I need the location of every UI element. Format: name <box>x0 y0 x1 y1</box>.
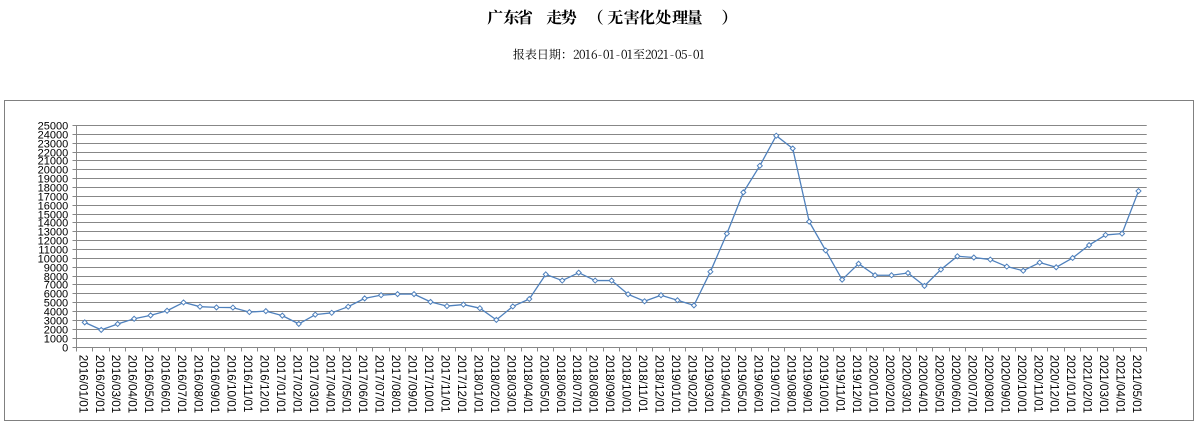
svg-text:13000: 13000 <box>38 227 69 239</box>
svg-text:2018/06/01: 2018/06/01 <box>554 355 567 414</box>
svg-text:2019/01/01: 2019/01/01 <box>669 355 682 414</box>
svg-text:2017/02/01: 2017/02/01 <box>290 355 303 414</box>
svg-text:2017/03/01: 2017/03/01 <box>307 355 320 414</box>
svg-text:2017/06/01: 2017/06/01 <box>356 355 369 414</box>
svg-text:23000: 23000 <box>38 139 69 151</box>
svg-text:25000: 25000 <box>38 121 69 133</box>
svg-text:2019/06/01: 2019/06/01 <box>751 355 764 414</box>
svg-text:2017/11/01: 2017/11/01 <box>439 355 452 413</box>
svg-text:2017/08/01: 2017/08/01 <box>389 355 402 414</box>
svg-text:2018/11/01: 2018/11/01 <box>636 355 649 413</box>
svg-text:2019/08/01: 2019/08/01 <box>784 355 797 414</box>
svg-text:2020/12/01: 2020/12/01 <box>1048 355 1061 414</box>
svg-text:2021/01/01: 2021/01/01 <box>1064 355 1077 414</box>
svg-text:2020/02/01: 2020/02/01 <box>883 355 896 414</box>
svg-text:2016/07/01: 2016/07/01 <box>175 355 188 414</box>
svg-text:8000: 8000 <box>44 272 68 284</box>
svg-text:2016/04/01: 2016/04/01 <box>126 355 139 414</box>
svg-text:2016/05/01: 2016/05/01 <box>142 355 155 414</box>
svg-text:2018/07/01: 2018/07/01 <box>570 355 583 414</box>
svg-text:3000: 3000 <box>44 316 68 328</box>
svg-text:2016/11/01: 2016/11/01 <box>241 355 254 413</box>
svg-text:2020/03/01: 2020/03/01 <box>900 355 913 414</box>
svg-text:2018/03/01: 2018/03/01 <box>504 355 517 414</box>
svg-text:2017/07/01: 2017/07/01 <box>373 355 386 414</box>
svg-text:2018/08/01: 2018/08/01 <box>587 355 600 414</box>
svg-text:2018/09/01: 2018/09/01 <box>603 355 616 414</box>
svg-text:2017/01/01: 2017/01/01 <box>274 355 287 414</box>
svg-text:2019/12/01: 2019/12/01 <box>850 355 863 414</box>
svg-text:5000: 5000 <box>44 298 68 310</box>
svg-text:2017/04/01: 2017/04/01 <box>323 355 336 414</box>
svg-text:2020/08/01: 2020/08/01 <box>982 355 995 414</box>
svg-text:2020/09/01: 2020/09/01 <box>998 355 1011 414</box>
svg-text:6000: 6000 <box>44 289 68 301</box>
svg-text:9000: 9000 <box>44 263 68 275</box>
svg-text:2017/05/01: 2017/05/01 <box>340 355 353 414</box>
svg-text:2020/05/01: 2020/05/01 <box>932 355 945 414</box>
svg-text:2021/02/01: 2021/02/01 <box>1081 355 1094 414</box>
svg-text:2019/05/01: 2019/05/01 <box>735 355 748 414</box>
svg-text:2019/07/01: 2019/07/01 <box>768 355 781 414</box>
svg-text:2020/11/01: 2020/11/01 <box>1031 355 1044 413</box>
svg-text:0: 0 <box>62 343 68 355</box>
svg-text:2018/12/01: 2018/12/01 <box>653 355 666 414</box>
svg-text:2016/08/01: 2016/08/01 <box>192 355 205 414</box>
svg-text:1000: 1000 <box>44 334 68 346</box>
svg-text:20000: 20000 <box>38 165 69 177</box>
svg-text:2019/04/01: 2019/04/01 <box>718 355 731 414</box>
svg-text:24000: 24000 <box>38 130 69 142</box>
svg-text:15000: 15000 <box>38 210 69 222</box>
svg-text:2016/03/01: 2016/03/01 <box>109 355 122 414</box>
svg-text:18000: 18000 <box>38 183 69 195</box>
svg-text:2018/04/01: 2018/04/01 <box>521 355 534 414</box>
svg-text:2019/09/01: 2019/09/01 <box>801 355 814 414</box>
svg-text:2019/11/01: 2019/11/01 <box>834 355 847 413</box>
svg-text:21000: 21000 <box>38 156 69 168</box>
svg-text:4000: 4000 <box>44 307 68 319</box>
svg-text:11000: 11000 <box>38 245 68 257</box>
svg-text:2021/04/01: 2021/04/01 <box>1114 355 1127 414</box>
svg-text:2020/01/01: 2020/01/01 <box>867 355 880 414</box>
svg-text:2020/06/01: 2020/06/01 <box>949 355 962 414</box>
svg-text:2017/12/01: 2017/12/01 <box>455 355 468 414</box>
svg-text:22000: 22000 <box>38 148 69 160</box>
svg-text:2019/02/01: 2019/02/01 <box>685 355 698 414</box>
svg-text:2016/06/01: 2016/06/01 <box>159 355 172 414</box>
svg-text:17000: 17000 <box>38 192 69 204</box>
svg-text:10000: 10000 <box>38 254 69 266</box>
svg-text:14000: 14000 <box>38 218 69 230</box>
svg-text:2016/09/01: 2016/09/01 <box>208 355 221 414</box>
svg-text:2020/04/01: 2020/04/01 <box>916 355 929 414</box>
svg-text:2016/10/01: 2016/10/01 <box>224 355 237 414</box>
svg-text:2018/05/01: 2018/05/01 <box>537 355 550 414</box>
svg-text:2016/02/01: 2016/02/01 <box>93 355 106 414</box>
svg-text:2017/09/01: 2017/09/01 <box>406 355 419 414</box>
svg-text:2018/01/01: 2018/01/01 <box>471 355 484 414</box>
svg-text:12000: 12000 <box>38 236 69 248</box>
svg-text:19000: 19000 <box>38 174 69 186</box>
svg-text:2021/03/01: 2021/03/01 <box>1097 355 1110 414</box>
svg-text:2019/03/01: 2019/03/01 <box>702 355 715 414</box>
svg-text:2021/05/01: 2021/05/01 <box>1130 355 1143 414</box>
svg-text:7000: 7000 <box>44 280 68 292</box>
svg-text:2018/02/01: 2018/02/01 <box>488 355 501 414</box>
svg-text:2019/10/01: 2019/10/01 <box>817 355 830 414</box>
svg-text:2016/12/01: 2016/12/01 <box>257 355 270 414</box>
svg-text:16000: 16000 <box>38 201 69 213</box>
svg-text:2017/10/01: 2017/10/01 <box>422 355 435 414</box>
svg-text:2020/07/01: 2020/07/01 <box>965 355 978 414</box>
svg-text:2000: 2000 <box>44 325 68 337</box>
svg-text:2020/10/01: 2020/10/01 <box>1015 355 1028 414</box>
svg-text:2016/01/01: 2016/01/01 <box>76 355 89 414</box>
svg-text:2018/10/01: 2018/10/01 <box>620 355 633 414</box>
